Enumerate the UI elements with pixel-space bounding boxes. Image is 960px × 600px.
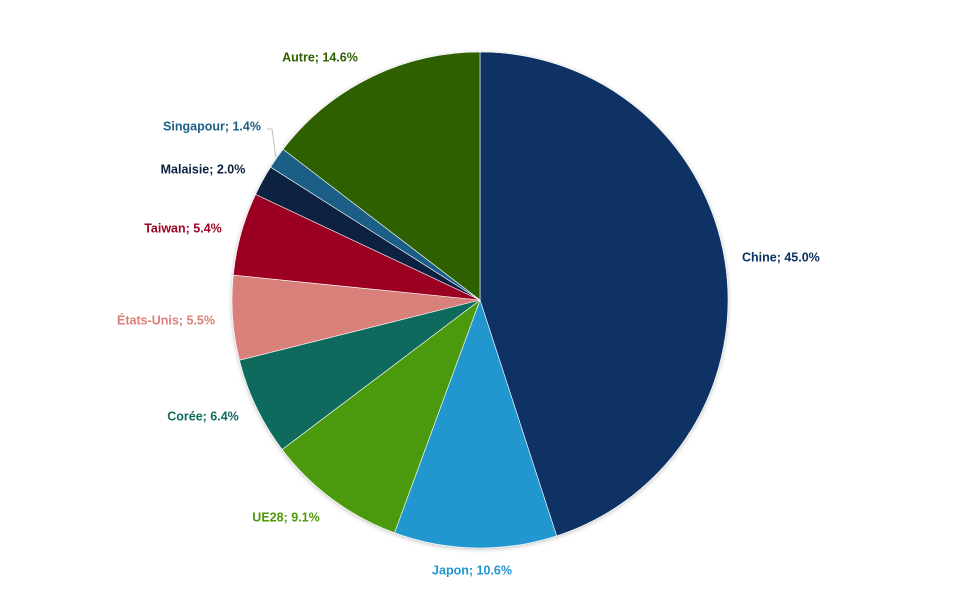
data-labels: Chine; 45.0% Japon; 10.6% UE28; 9.1% Corée;… [117, 50, 820, 577]
leader-lines [267, 128, 277, 158]
data-label-ue28: UE28; 9.1% [252, 510, 319, 524]
data-label-taiwan: Taiwan; 5.4% [144, 221, 222, 235]
data-label-chine: Chine; 45.0% [742, 250, 820, 264]
data-label-coree: Corée; 6.4% [167, 409, 239, 423]
data-label-singapour: Singapour; 1.4% [163, 119, 261, 133]
data-label-japon: Japon; 10.6% [432, 563, 512, 577]
data-label-malaisie: Malaisie; 2.0% [161, 162, 246, 176]
leader-line-singapour [267, 128, 277, 158]
pie-slices [231, 51, 729, 549]
pie-slice-ue28 [281, 299, 481, 534]
pie-slice-autre [282, 51, 481, 301]
data-label-autre: Autre; 14.6% [282, 50, 358, 64]
pie-slice-chine [479, 51, 729, 537]
pie-slice-japon [394, 299, 558, 549]
data-label-etats-unis: États-Unis; 5.5% [117, 312, 215, 327]
